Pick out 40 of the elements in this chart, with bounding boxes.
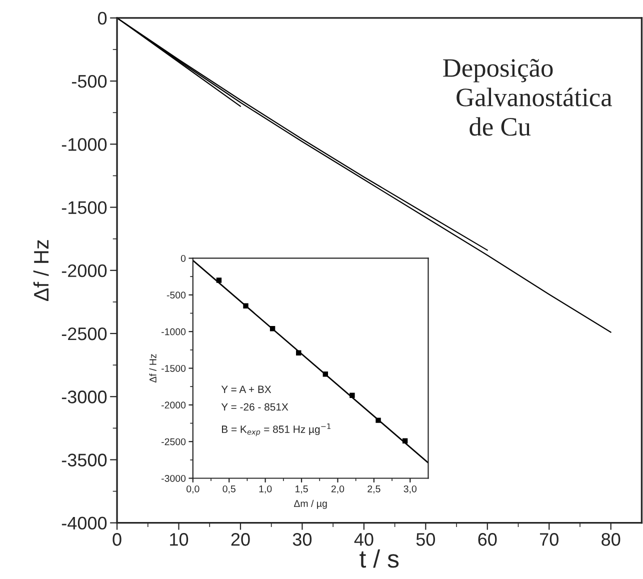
y-tick-label: -1000 [62, 138, 107, 151]
x-tick-label: 0 [112, 533, 122, 546]
y-tick-label: -1000 [162, 328, 186, 336]
annotation: Y = A + BX [221, 386, 272, 393]
y-tick-label: -1500 [62, 201, 107, 214]
x-tick-label: 30 [292, 533, 312, 546]
x-tick-label: 0,5 [222, 485, 236, 494]
y-tick-label: -4000 [62, 516, 107, 530]
x-tick-label: 10 [170, 533, 188, 546]
x-tick-label: 2,0 [331, 485, 344, 494]
x-tick-label: 20 [231, 533, 250, 546]
y-tick-label: -2500 [62, 327, 107, 340]
y-tick-label: -3500 [62, 454, 107, 466]
y-tick-label: -2000 [162, 402, 186, 409]
x-axis-title: t / s [360, 549, 399, 568]
x-tick-label: 60 [478, 533, 497, 546]
y-axis-title: Δf / Hz [149, 354, 156, 383]
annotation: B = K$_{exp}$ = 851 Hz µg$^{−1}$ [222, 424, 330, 436]
y-tick-label: -500 [72, 74, 107, 88]
x-tick-label: 0,0 [186, 485, 200, 494]
x-tick-label: 1,0 [259, 485, 272, 494]
annotation: Deposição Galvanostática de Cu [443, 58, 612, 136]
y-tick-label: -1500 [162, 364, 186, 372]
x-tick-label: 2,5 [368, 485, 380, 494]
y-tick-label: -2000 [62, 264, 107, 278]
x-tick-label: 80 [602, 533, 620, 546]
x-tick-label: 1,5 [296, 486, 308, 494]
y-tick-label: 0 [180, 254, 186, 262]
y-tick-label: 0 [98, 12, 107, 25]
y-axis-title: Δf / Hz [33, 240, 49, 302]
annotation: Y = -26 - 851X [221, 403, 288, 411]
x-tick-label: 70 [540, 533, 558, 546]
y-tick-label: -3000 [62, 390, 107, 404]
y-tick-label: -3000 [162, 474, 186, 482]
x-tick-label: 40 [354, 533, 374, 546]
x-tick-label: 3,0 [404, 485, 417, 494]
x-tick-label: 50 [416, 533, 435, 546]
x-axis-title: Δm / µg [294, 500, 327, 509]
y-tick-label: -2500 [162, 438, 186, 446]
y-tick-label: -500 [166, 292, 186, 299]
